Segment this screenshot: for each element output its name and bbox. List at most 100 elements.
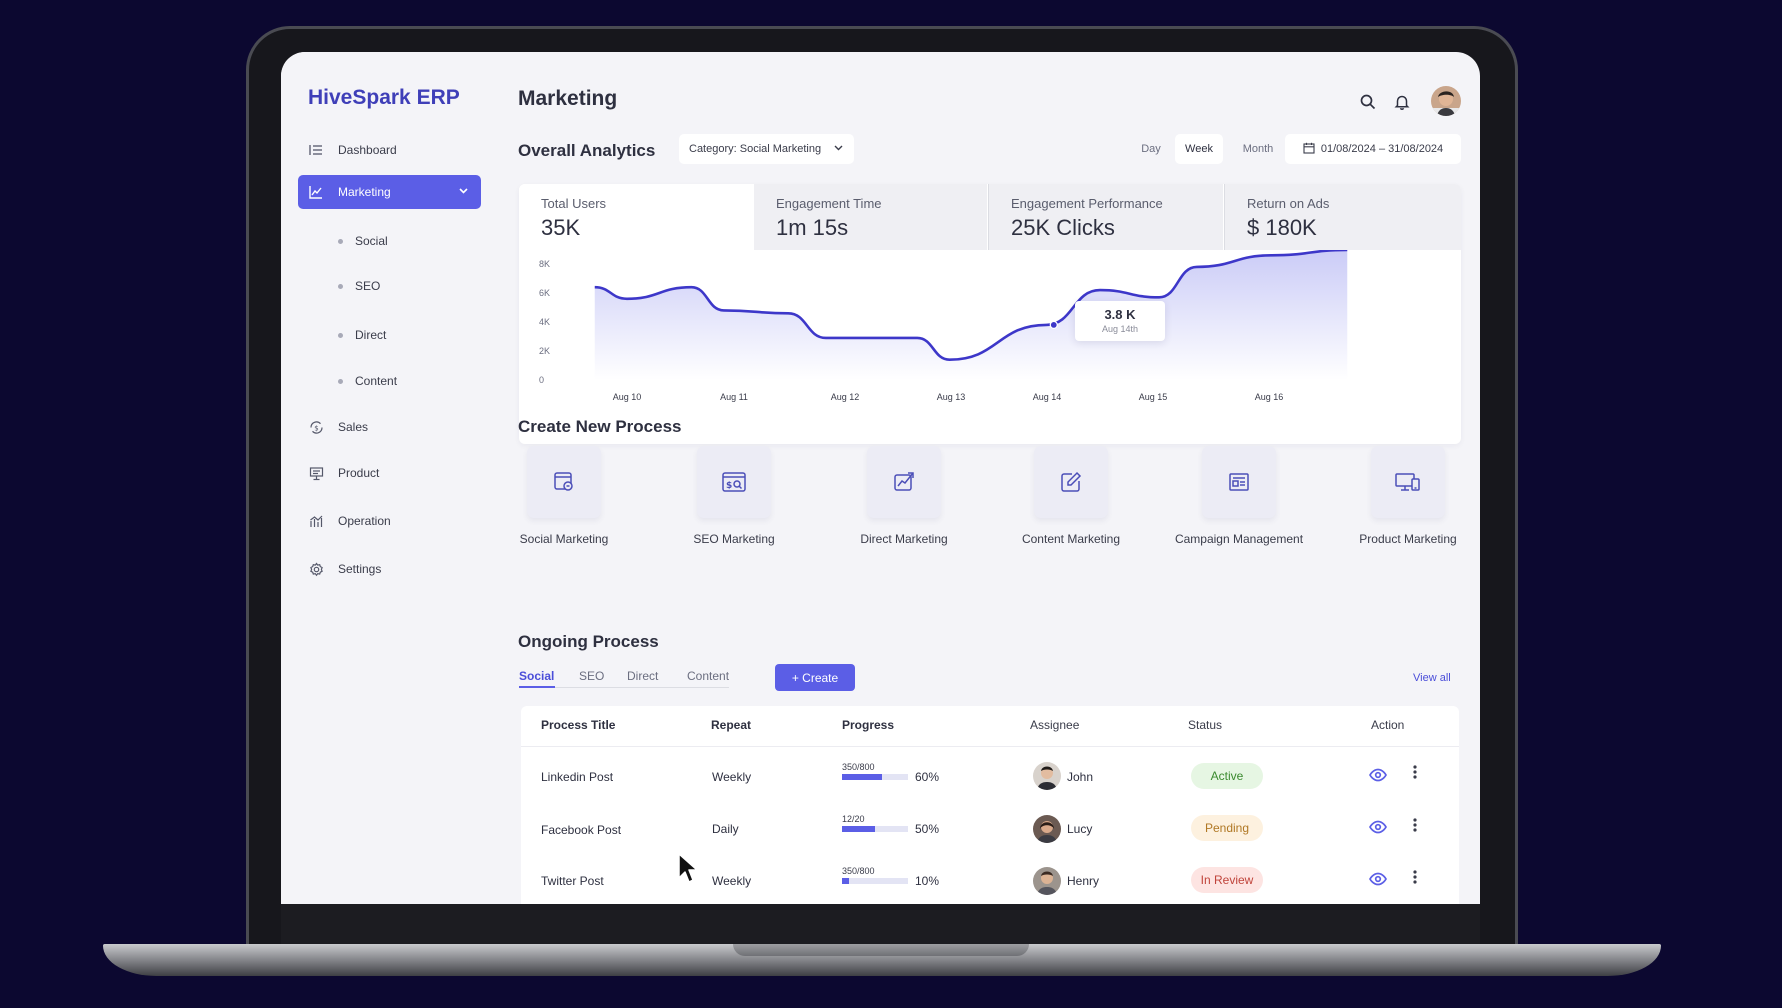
more-options-icon[interactable] bbox=[1413, 764, 1417, 785]
chart-line-icon bbox=[308, 184, 324, 200]
tooltip-value: 3.8 K bbox=[1104, 307, 1136, 322]
status-badge: Active bbox=[1191, 763, 1263, 789]
kpi-label: Engagement Time bbox=[776, 196, 882, 211]
col-header-title[interactable]: Process Title bbox=[541, 718, 616, 732]
status-badge: In Review bbox=[1191, 867, 1263, 893]
header-divider bbox=[521, 746, 1459, 747]
chevron-down-icon[interactable] bbox=[458, 185, 469, 199]
tile-social-marketing[interactable]: Social Marketing bbox=[479, 446, 649, 546]
category-dropdown[interactable]: Category: Social Marketing bbox=[679, 134, 854, 164]
kpi-divider bbox=[1224, 184, 1225, 250]
col-header-progress[interactable]: Progress bbox=[842, 718, 895, 732]
category-value: Category: Social Marketing bbox=[689, 143, 822, 155]
sidebar-subitem-content[interactable]: Content bbox=[338, 374, 397, 388]
sidebar-subitem-seo[interactable]: SEO bbox=[338, 279, 380, 293]
sidebar-subitem-social[interactable]: Social bbox=[338, 234, 388, 248]
progress-fill bbox=[842, 878, 849, 884]
view-eye-icon[interactable] bbox=[1369, 768, 1387, 787]
cell-repeat: Weekly bbox=[712, 874, 752, 888]
sidebar-item-label: Dashboard bbox=[338, 143, 397, 157]
more-options-icon[interactable] bbox=[1413, 869, 1417, 890]
y-tick-label: 6K bbox=[539, 288, 550, 298]
tile-direct-marketing[interactable]: Direct Marketing bbox=[819, 446, 989, 546]
cell-assignee: John bbox=[1067, 770, 1094, 784]
create-process-title: Create New Process bbox=[518, 417, 682, 436]
laptop-notch bbox=[733, 944, 1029, 956]
list-icon bbox=[308, 142, 324, 158]
col-header-assignee[interactable]: Assignee bbox=[1030, 718, 1080, 732]
kpi-total-users[interactable]: Total Users 35K bbox=[519, 184, 752, 250]
svg-text:$: $ bbox=[314, 424, 318, 432]
more-options-icon[interactable] bbox=[1413, 817, 1417, 838]
y-tick-label: 8K bbox=[539, 259, 550, 269]
subitem-label: Content bbox=[355, 374, 398, 388]
svg-text:$: $ bbox=[726, 481, 732, 491]
progress-label: 350/800 bbox=[842, 866, 875, 876]
col-header-repeat[interactable]: Repeat bbox=[711, 718, 752, 732]
cell-assignee: Lucy bbox=[1067, 822, 1093, 836]
cell-title: Twitter Post bbox=[541, 874, 604, 888]
progress-percent: 10% bbox=[915, 874, 940, 888]
date-range-value: 01/08/2024 – 31/08/2024 bbox=[1320, 143, 1444, 155]
sidebar-item-product[interactable]: Product bbox=[298, 456, 481, 490]
cell-title: Linkedin Post bbox=[541, 770, 614, 784]
app-screen: HiveSpark ERP Dashboard Marketing Social… bbox=[281, 52, 1480, 904]
kpi-engagement-performance[interactable]: Engagement Performance 25K Clicks bbox=[989, 184, 1223, 250]
x-tick-label: Aug 11 bbox=[720, 392, 748, 402]
kpi-engagement-time[interactable]: Engagement Time 1m 15s bbox=[754, 184, 987, 250]
period-month-button[interactable]: Month bbox=[1242, 143, 1274, 155]
search-icon[interactable] bbox=[1359, 93, 1377, 111]
kpi-return-on-ads[interactable]: Return on Ads $ 180K bbox=[1225, 184, 1461, 250]
x-tick-label: Aug 16 bbox=[1255, 392, 1284, 402]
sidebar-item-settings[interactable]: Settings bbox=[298, 552, 481, 586]
subitem-label: Direct bbox=[355, 328, 387, 342]
tile-campaign-management[interactable]: Campaign Management bbox=[1154, 446, 1324, 546]
kpi-value: 1m 15s bbox=[776, 215, 849, 240]
tab-content[interactable]: Content bbox=[687, 669, 730, 683]
tile-label: SEO Marketing bbox=[693, 532, 775, 546]
progress-bar bbox=[842, 826, 908, 832]
sidebar-item-sales[interactable]: $ Sales bbox=[298, 410, 481, 444]
tile-seo-marketing[interactable]: $ SEO Marketing bbox=[649, 446, 819, 546]
col-header-status[interactable]: Status bbox=[1188, 718, 1223, 732]
sidebar-item-dashboard[interactable]: Dashboard bbox=[298, 133, 481, 167]
kpi-label: Total Users bbox=[541, 196, 607, 211]
calendar-icon bbox=[1303, 142, 1315, 157]
brand-suffix: ERP bbox=[416, 86, 460, 109]
tab-direct[interactable]: Direct bbox=[627, 669, 659, 683]
tile-content-marketing[interactable]: Content Marketing bbox=[986, 446, 1156, 546]
social-window-icon bbox=[527, 446, 601, 518]
process-table bbox=[521, 706, 1459, 904]
bullet-icon bbox=[338, 332, 343, 338]
date-range-picker[interactable]: 01/08/2024 – 31/08/2024 bbox=[1285, 134, 1461, 164]
sidebar-subitem-direct[interactable]: Direct bbox=[338, 328, 386, 342]
view-eye-icon[interactable] bbox=[1369, 820, 1387, 839]
period-week-button[interactable]: Week bbox=[1175, 134, 1223, 164]
tile-product-marketing[interactable]: Product Marketing bbox=[1323, 446, 1480, 546]
period-day-button[interactable]: Day bbox=[1141, 143, 1161, 155]
user-avatar[interactable] bbox=[1431, 86, 1461, 116]
cell-title: Facebook Post bbox=[541, 823, 622, 837]
x-tick-label: Aug 13 bbox=[937, 392, 966, 402]
create-button[interactable]: + Create bbox=[775, 664, 855, 691]
subitem-label: Social bbox=[355, 234, 388, 248]
chevron-down-icon bbox=[833, 142, 844, 156]
sidebar-item-operation[interactable]: Operation bbox=[298, 504, 481, 538]
brand-logo[interactable]: HiveSpark ERP bbox=[308, 86, 460, 110]
analytics-card: Total Users 35K Engagement Time 1m 15s E… bbox=[519, 184, 1461, 444]
assignee-avatar bbox=[1033, 815, 1061, 843]
sidebar-item-label: Product bbox=[338, 466, 380, 480]
active-tab-indicator bbox=[519, 686, 555, 688]
col-header-action[interactable]: Action bbox=[1371, 718, 1405, 732]
tab-social[interactable]: Social bbox=[519, 669, 555, 683]
screen-bezel bbox=[281, 904, 1480, 944]
tab-divider bbox=[519, 687, 729, 688]
view-all-link[interactable]: View all bbox=[1413, 672, 1451, 684]
gear-icon bbox=[308, 561, 324, 577]
highlight-point[interactable] bbox=[1049, 320, 1058, 330]
view-eye-icon[interactable] bbox=[1369, 872, 1387, 891]
tab-seo[interactable]: SEO bbox=[579, 669, 605, 683]
sidebar-item-marketing[interactable]: Marketing bbox=[298, 175, 481, 209]
bell-icon[interactable] bbox=[1393, 93, 1411, 111]
kpi-label: Engagement Performance bbox=[1011, 196, 1163, 211]
